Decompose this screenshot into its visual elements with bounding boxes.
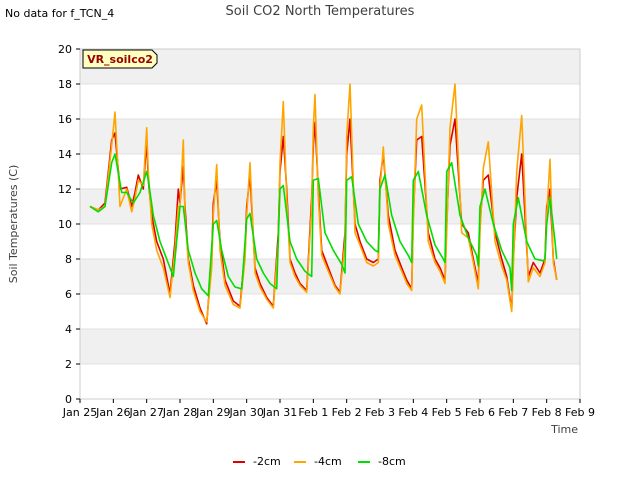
grid-band — [80, 189, 580, 224]
y-tick-label: 10 — [58, 218, 72, 231]
grid-band — [80, 329, 580, 364]
x-tick-label: Jan 29 — [195, 406, 230, 419]
x-tick-label: Feb 2 — [332, 406, 362, 419]
series-line-8cm — [89, 153, 558, 297]
plot-bands — [80, 48, 580, 400]
x-tick-label: Jan 26 — [95, 406, 130, 419]
x-tick-label: Feb 9 — [565, 406, 595, 419]
x-tick-label: Feb 4 — [398, 406, 428, 419]
x-tick-label: Jan 31 — [262, 406, 297, 419]
legend-label: -2cm — [253, 455, 281, 468]
y-tick-label: 20 — [58, 43, 72, 56]
y-tick-label: 6 — [65, 288, 72, 301]
x-tick-label: Feb 3 — [365, 406, 395, 419]
y-axis-label: Soil Temperatures (C) — [7, 165, 20, 284]
legend: -2cm -4cm -8cm — [233, 455, 406, 468]
x-tick-label: Feb 5 — [432, 406, 462, 419]
x-tick-label: Jan 28 — [162, 406, 197, 419]
no-data-note: No data for f_TCN_4 — [5, 7, 115, 20]
legend-item: -8cm — [358, 455, 406, 468]
y-tick-label: 8 — [65, 253, 72, 266]
grid-band — [80, 119, 580, 154]
series-lines — [89, 83, 558, 325]
legend-label: -8cm — [378, 455, 406, 468]
site-label: VR_soilco2 — [87, 53, 153, 66]
legend-item: -2cm — [233, 455, 281, 468]
site-label-box: VR_soilco2 — [82, 49, 158, 69]
legend-label: -4cm — [314, 455, 342, 468]
y-tick-label: 18 — [58, 78, 72, 91]
y-tick-label: 12 — [58, 183, 72, 196]
y-tick-label: 14 — [58, 148, 72, 161]
x-tick-label: Jan 30 — [228, 406, 263, 419]
x-tick-label: Feb 1 — [298, 406, 328, 419]
y-tick-label: 0 — [65, 393, 72, 406]
y-tick-label: 16 — [58, 113, 72, 126]
x-tick-label: Feb 8 — [532, 406, 562, 419]
y-tick-label: 4 — [65, 323, 72, 336]
x-tick-label: Feb 7 — [498, 406, 528, 419]
x-tick-label: Jan 25 — [62, 406, 97, 419]
chart-title: Soil CO2 North Temperatures — [226, 4, 415, 19]
x-tick-label: Feb 6 — [465, 406, 495, 419]
grid-band — [80, 49, 580, 84]
legend-item: -4cm — [294, 455, 342, 468]
x-tick-label: Jan 27 — [128, 406, 163, 419]
x-axis-label: Time — [550, 423, 578, 436]
y-tick-label: 2 — [65, 358, 72, 371]
y-axis: 0 2 4 6 8 10 12 14 16 18 20 — [58, 43, 80, 406]
